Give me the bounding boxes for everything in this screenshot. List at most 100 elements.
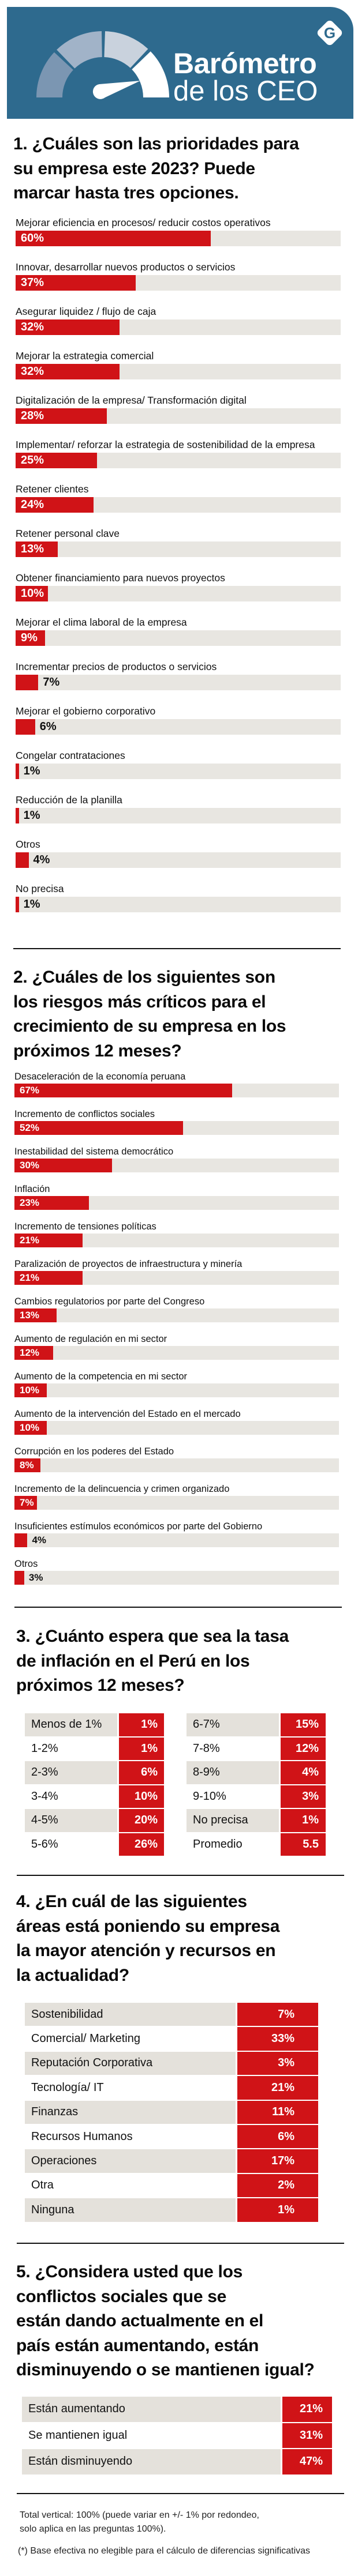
bar-item: Corrupción en los poderes del Estado 8% xyxy=(14,1446,344,1472)
table-label-cell: 2-3% xyxy=(25,1761,117,1784)
section-divider xyxy=(14,1607,342,1608)
table-label-cell: 6-7% xyxy=(187,1713,279,1736)
bar-item: Retener clientes 24% xyxy=(16,483,345,513)
table-value-cell: 11% xyxy=(237,2100,318,2124)
table-row: Ninguna 1% xyxy=(25,2198,318,2222)
bar-track: 10% xyxy=(14,1383,339,1397)
table-row: Recursos Humanos 6% xyxy=(25,2125,318,2149)
bar-label: Mejorar eficiencia en procesos/ reducir … xyxy=(16,217,271,228)
bar-value-label: 24% xyxy=(21,498,44,511)
bar-value-label: 8% xyxy=(20,1460,34,1471)
bar-label: Insuficientes estímulos económicos por p… xyxy=(14,1521,263,1532)
bar-label: Inflación xyxy=(14,1184,50,1194)
gauge-segment xyxy=(36,52,73,97)
table-value-cell: 33% xyxy=(237,2027,318,2051)
bar-track: 9% xyxy=(16,630,341,646)
bar-item: Mejorar eficiencia en procesos/ reducir … xyxy=(16,217,345,246)
gauge-segment xyxy=(104,31,148,68)
bar-label: Corrupción en los poderes del Estado xyxy=(14,1446,174,1457)
bar-track: 37% xyxy=(16,275,341,291)
table-label-cell: Comercial/ Marketing xyxy=(25,2027,236,2051)
header-title: Barómetro xyxy=(173,47,317,80)
title-line: país están aumentando, están xyxy=(16,2336,259,2355)
bar-track: 10% xyxy=(16,586,341,601)
question-2-title: 2. ¿Cuáles de los siguientes son los rie… xyxy=(13,965,286,1063)
title-line: la actualidad? xyxy=(16,1965,129,1985)
bar-value-label: 10% xyxy=(20,1385,40,1396)
bar-value-label: 67% xyxy=(20,1085,40,1096)
table-label-cell: 7-8% xyxy=(187,1737,279,1760)
bar xyxy=(14,1421,47,1435)
bar-label: Incremento de la delincuencia y crimen o… xyxy=(14,1484,230,1494)
bar xyxy=(16,764,19,779)
bar-track: 30% xyxy=(14,1159,339,1172)
table-row: Reputación Corporativa 3% xyxy=(25,2051,318,2075)
table-value-cell: 4% xyxy=(281,1761,326,1784)
table-value-cell: 12% xyxy=(281,1737,326,1760)
bar-value-label: 32% xyxy=(21,365,44,378)
bar-value-label: 9% xyxy=(21,631,38,644)
bar-value-label: 12% xyxy=(20,1347,40,1358)
bar-track: 67% xyxy=(14,1084,339,1097)
bar-track: 21% xyxy=(14,1271,339,1285)
bar-label: Incremento de tensiones políticas xyxy=(14,1221,156,1232)
bar-label: Mejorar el clima laboral de la empresa xyxy=(16,616,187,628)
bar-track: 13% xyxy=(16,541,341,557)
table-value-cell: 21% xyxy=(282,2397,332,2422)
bar-track: 8% xyxy=(14,1458,339,1472)
bar-value-label: 4% xyxy=(33,853,50,866)
bar-track: 60% xyxy=(16,231,341,246)
bar xyxy=(16,231,211,246)
title-line: conflictos sociales que se xyxy=(16,2287,227,2306)
table-row: 7-8% 12% xyxy=(187,1737,326,1760)
bar xyxy=(16,808,19,823)
bar-item: Cambios regulatorios por parte del Congr… xyxy=(14,1296,344,1322)
table-row: 2-3% 6% xyxy=(25,1761,164,1784)
bar-value-label: 32% xyxy=(21,321,44,333)
question-1-title: 1. ¿Cuáles son las prioridades para su e… xyxy=(13,132,299,206)
bar-label: Mejorar la estrategia comercial xyxy=(16,350,154,362)
table-value-cell: 7% xyxy=(237,2003,318,2026)
bar-label: Innovar, desarrollar nuevos productos o … xyxy=(16,261,236,273)
title-line: 2. ¿Cuáles de los siguientes son xyxy=(13,968,275,987)
table-value-cell: 1% xyxy=(237,2198,318,2222)
bar-label: Otros xyxy=(16,838,40,850)
bar-item: Mejorar la estrategia comercial 32% xyxy=(16,350,345,379)
table-value-cell: 1% xyxy=(119,1713,164,1736)
bar-value-label: 21% xyxy=(20,1272,40,1283)
bar-label: No precisa xyxy=(16,883,64,894)
gauge-segment xyxy=(57,31,102,69)
bar-label: Aumento de la intervención del Estado en… xyxy=(14,1409,241,1419)
bar xyxy=(16,541,58,557)
table-value-cell: 21% xyxy=(237,2076,318,2100)
table-row: Se mantienen igual 31% xyxy=(22,2423,332,2448)
bar-label: Congelar contrataciones xyxy=(16,750,125,761)
question-4-title: 4. ¿En cuál de las siguientes áreas está… xyxy=(16,1890,280,1988)
bar-item: Inflación 23% xyxy=(14,1183,344,1210)
table-label-cell: Reputación Corporativa xyxy=(25,2051,236,2075)
bar xyxy=(14,1571,24,1585)
title-line: la mayor atención y recursos en xyxy=(16,1941,276,1960)
bar-value-label: 7% xyxy=(43,676,60,689)
bar-track: 13% xyxy=(14,1308,339,1322)
bar-item: Desaceleración de la economía peruana 67% xyxy=(14,1071,344,1097)
table-label-cell: Otra xyxy=(25,2173,236,2198)
table-value-cell: 5.5 xyxy=(281,1833,326,1856)
header-subtitle: de los CEO xyxy=(173,76,318,107)
bar-value-label: 37% xyxy=(21,276,44,289)
bar-value-label: 21% xyxy=(20,1235,40,1246)
table-row: Promedio 5.5 xyxy=(187,1833,326,1856)
bar-label: Incrementar precios de productos o servi… xyxy=(16,661,217,672)
table-value-cell: 2% xyxy=(237,2173,318,2198)
bar-item: Incrementar precios de productos o servi… xyxy=(16,661,345,690)
bar-value-label: 28% xyxy=(21,409,44,422)
table-row: Comercial/ Marketing 33% xyxy=(25,2027,318,2051)
table-row: Están aumentando 21% xyxy=(22,2397,332,2422)
bar-track: 32% xyxy=(16,319,341,335)
table-value-cell: 10% xyxy=(119,1785,164,1808)
bar-label: Implementar/ reforzar la estrategia de s… xyxy=(16,439,315,450)
question-1-bar-chart: Mejorar eficiencia en procesos/ reducir … xyxy=(16,217,345,927)
bar-value-label: 3% xyxy=(28,1572,43,1583)
bar-track: 23% xyxy=(14,1196,339,1210)
title-line: marcar hasta tres opciones. xyxy=(13,183,239,202)
